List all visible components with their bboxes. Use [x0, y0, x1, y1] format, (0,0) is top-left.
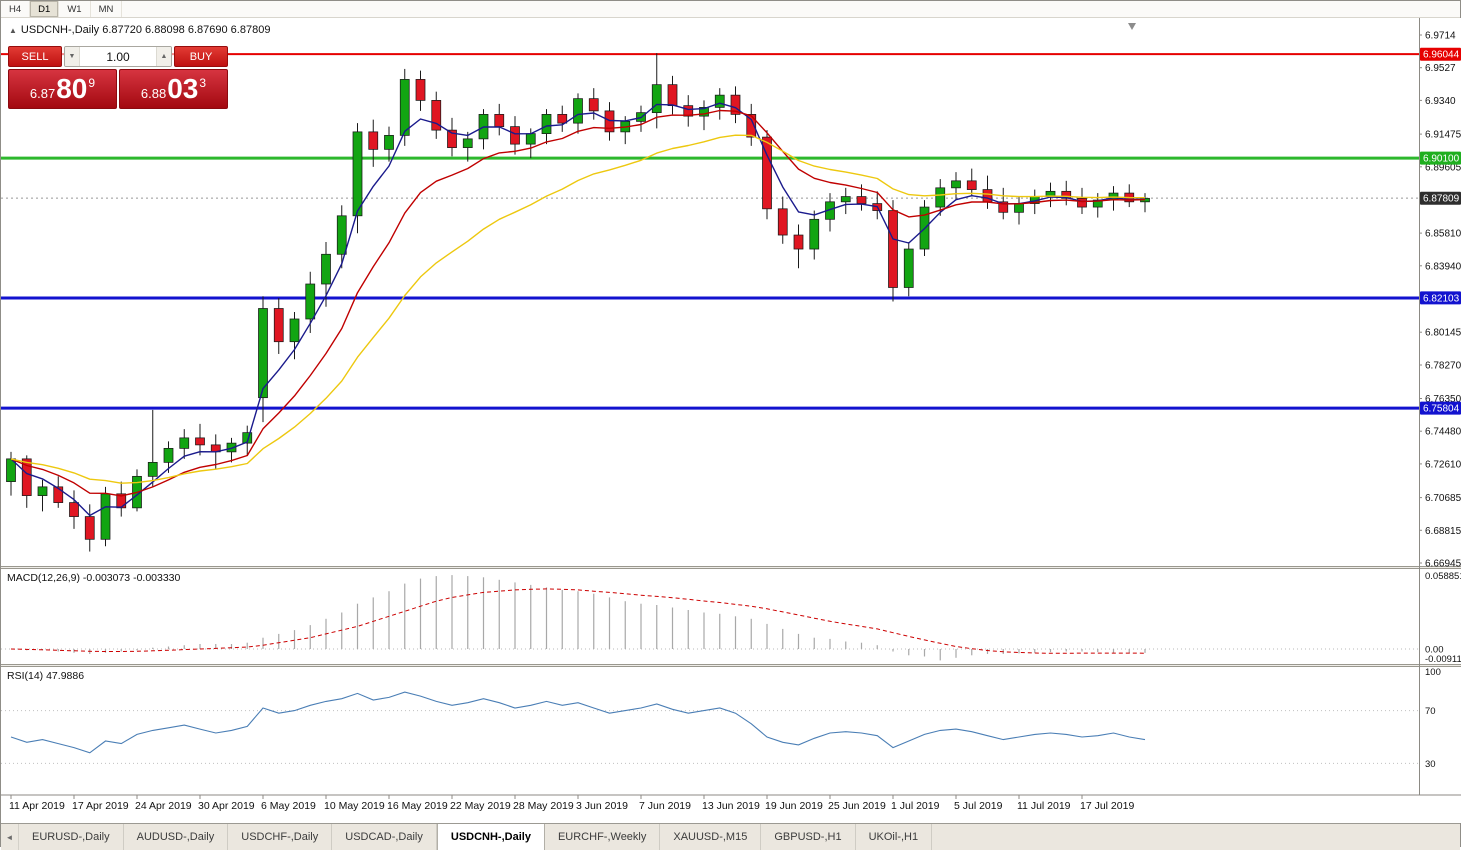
tab-eurchf-weekly[interactable]: EURCHF-,Weekly	[545, 824, 661, 850]
chart-symbol-label: USDCNH-,Daily	[20, 24, 100, 36]
ma-line	[10, 109, 1146, 497]
rsi-line	[10, 691, 1146, 754]
macd-indicator-label: MACD(12,26,9) -0.003073 -0.003330	[7, 572, 181, 584]
tab-audusd-daily[interactable]: AUDUSD-,Daily	[124, 824, 229, 850]
svg-text:6.90100: 6.90100	[1423, 154, 1460, 165]
svg-text:16 May 2019: 16 May 2019	[387, 800, 448, 812]
price-axis: 6.9714 6.9527 6.9340 6.91475 6.89605 6.85810 6…	[1419, 31, 1461, 570]
svg-text:1 Jul 2019: 1 Jul 2019	[891, 800, 940, 812]
svg-text:13 Jun 2019: 13 Jun 2019	[702, 800, 760, 812]
tab-gbpusd-h1[interactable]: GBPUSD-,H1	[761, 824, 856, 850]
pane-splitter[interactable]	[1, 566, 1461, 569]
svg-text:6.96044: 6.96044	[1423, 50, 1460, 61]
indicator-axis-labels: 0.058851 0.00-0.009116 100 70 30	[1425, 571, 1461, 770]
svg-text:6.87809: 6.87809	[1423, 194, 1460, 205]
svg-text:6 May 2019: 6 May 2019	[261, 800, 316, 812]
ma-line	[10, 102, 1146, 517]
volume-up-button[interactable]: ▲	[156, 47, 171, 66]
svg-text:3 Jun 2019: 3 Jun 2019	[576, 800, 628, 812]
svg-text:24 Apr 2019: 24 Apr 2019	[135, 800, 192, 812]
svg-text:11 Apr 2019: 11 Apr 2019	[9, 800, 65, 812]
svg-text:6.75804: 6.75804	[1423, 404, 1460, 415]
svg-text:6.83940: 6.83940	[1425, 261, 1461, 272]
tab-usdchf-daily[interactable]: USDCHF-,Daily	[228, 824, 333, 850]
chart-ohlc-values: 6.87720 6.88098 6.87690 6.87809	[102, 24, 271, 36]
sell-price-point: 9	[88, 75, 96, 90]
symbol-tab-bar: ◄ EURUSD-,Daily AUDUSD-,Daily USDCHF-,Da…	[1, 823, 1460, 850]
svg-text:6.66945: 6.66945	[1425, 559, 1461, 570]
svg-text:6.9714: 6.9714	[1425, 31, 1456, 42]
svg-text:-0.009116: -0.009116	[1425, 654, 1461, 665]
scroll-marker-icon	[1128, 23, 1136, 30]
tab-ukoil-h1[interactable]: UKOil-,H1	[856, 824, 933, 850]
svg-text:5 Jul 2019: 5 Jul 2019	[954, 800, 1003, 812]
buy-price-prefix: 6.88	[140, 86, 167, 101]
svg-text:7 Jun 2019: 7 Jun 2019	[639, 800, 691, 812]
svg-text:6.72610: 6.72610	[1425, 459, 1461, 470]
collapse-arrow-icon[interactable]: ▲	[9, 26, 17, 35]
svg-text:6.9527: 6.9527	[1425, 63, 1456, 74]
macd-histogram	[26, 575, 1146, 661]
timeframe-w1-button[interactable]: W1	[59, 1, 91, 17]
rsi-indicator-label: RSI(14) 47.9886	[7, 670, 85, 682]
macd-signal-line	[10, 588, 1146, 654]
volume-down-button[interactable]: ▼	[65, 47, 80, 66]
svg-text:6.70685: 6.70685	[1425, 493, 1461, 504]
buy-price-pips: 03	[167, 73, 199, 104]
svg-text:6.68815: 6.68815	[1425, 526, 1461, 537]
sell-price-display[interactable]: 6.87 80 9	[8, 69, 117, 109]
svg-text:0.058851: 0.058851	[1425, 571, 1461, 582]
svg-text:6.78270: 6.78270	[1425, 361, 1461, 372]
svg-text:19 Jun 2019: 19 Jun 2019	[765, 800, 823, 812]
svg-text:6.76350: 6.76350	[1425, 394, 1461, 405]
tab-scroll-left-icon[interactable]: ◄	[1, 824, 19, 850]
svg-text:17 Apr 2019: 17 Apr 2019	[72, 800, 129, 812]
buy-price-point: 3	[199, 75, 207, 90]
sell-price-prefix: 6.87	[29, 86, 56, 101]
svg-text:100: 100	[1425, 667, 1441, 678]
svg-text:17 Jul 2019: 17 Jul 2019	[1080, 800, 1134, 812]
tab-usdcnh-daily[interactable]: USDCNH-,Daily	[436, 824, 545, 850]
buy-button[interactable]: BUY	[174, 46, 228, 67]
svg-text:11 Jul 2019: 11 Jul 2019	[1017, 800, 1071, 812]
svg-text:6.9340: 6.9340	[1425, 96, 1456, 107]
svg-text:6.91475: 6.91475	[1425, 130, 1461, 141]
pane-splitter[interactable]	[1, 664, 1461, 667]
sell-button[interactable]: SELL	[8, 46, 62, 67]
svg-text:6.82103: 6.82103	[1423, 293, 1460, 304]
svg-text:10 May 2019: 10 May 2019	[324, 800, 385, 812]
timeframe-h4-button[interactable]: H4	[1, 1, 31, 17]
volume-spinner: ▼ ▲	[64, 46, 172, 67]
timeframe-mn-button[interactable]: MN	[91, 1, 123, 17]
timeframe-d1-button[interactable]: D1	[30, 1, 60, 17]
svg-text:0.00: 0.00	[1425, 645, 1444, 656]
svg-text:6.85810: 6.85810	[1425, 229, 1461, 240]
svg-text:6.80145: 6.80145	[1425, 328, 1461, 339]
svg-text:25 Jun 2019: 25 Jun 2019	[828, 800, 886, 812]
svg-text:6.74480: 6.74480	[1425, 427, 1461, 438]
ma-line	[10, 134, 1146, 484]
buy-price-display[interactable]: 6.88 03 3	[119, 69, 228, 109]
tab-eurusd-daily[interactable]: EURUSD-,Daily	[19, 824, 124, 850]
tab-xauusd-m15[interactable]: XAUUSD-,M15	[660, 824, 762, 850]
timeframe-toolbar: H4 D1 W1 MN	[1, 1, 1460, 18]
svg-text:30: 30	[1425, 759, 1436, 770]
tab-usdcad-daily[interactable]: USDCAD-,Daily	[332, 824, 437, 850]
sell-price-pips: 80	[56, 73, 88, 104]
date-axis: 11 Apr 2019 17 Apr 2019 24 Apr 2019 30 Apr …	[9, 795, 1134, 812]
chart-window: 11 Apr 2019 17 Apr 2019 24 Apr 2019 30 Apr …	[1, 18, 1461, 823]
svg-text:70: 70	[1425, 706, 1436, 717]
svg-text:30 Apr 2019: 30 Apr 2019	[198, 800, 255, 812]
svg-text:22 May 2019: 22 May 2019	[450, 800, 511, 812]
horizontal-lines[interactable]	[1, 53, 1419, 410]
svg-text:28 May 2019: 28 May 2019	[513, 800, 574, 812]
chart-canvas[interactable]: 11 Apr 2019 17 Apr 2019 24 Apr 2019 30 Apr …	[1, 18, 1461, 823]
svg-text:6.89605: 6.89605	[1425, 162, 1461, 173]
chart-title: ▲ USDCNH-,Daily 6.87720 6.88098 6.87690 6…	[9, 24, 270, 36]
volume-input[interactable]	[80, 47, 156, 66]
